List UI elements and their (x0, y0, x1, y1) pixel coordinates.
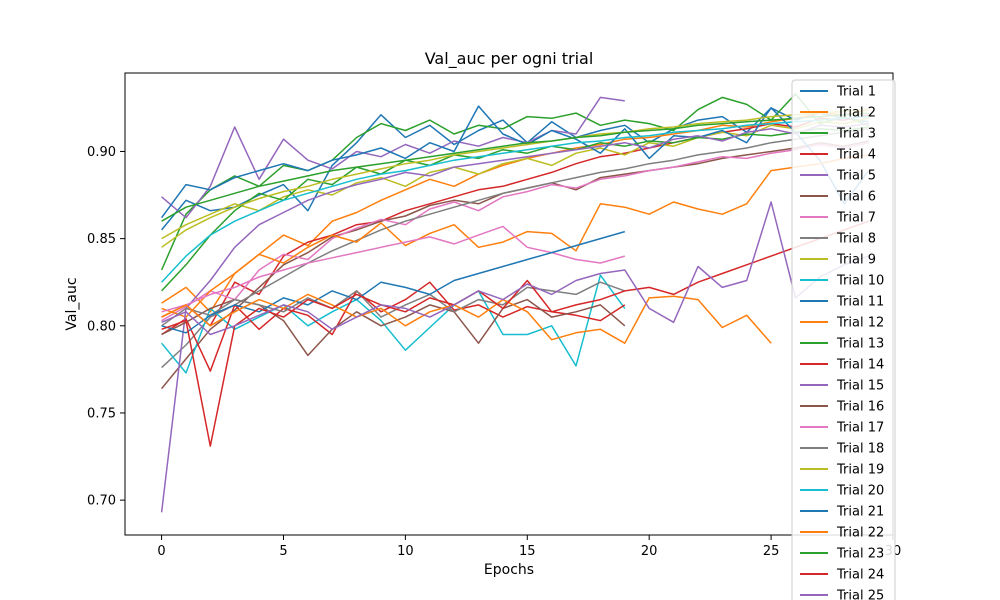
legend-label: Trial 2 (836, 106, 876, 121)
x-tick-label: 15 (519, 544, 536, 559)
series-line-trial-20 (161, 115, 869, 283)
legend-box (791, 79, 896, 600)
legend-label: Trial 22 (836, 526, 884, 541)
x-axis: 051015202530 (157, 535, 901, 559)
x-tick-label: 10 (397, 544, 414, 559)
series-line-trial-18 (161, 281, 626, 327)
y-tick-label: 0.80 (87, 319, 116, 334)
legend-label: Trial 21 (836, 505, 884, 520)
legend-label: Trial 23 (836, 547, 884, 562)
x-axis-title: Epochs (484, 562, 534, 578)
legend-label: Trial 25 (836, 589, 884, 600)
x-tick-label: 0 (157, 544, 165, 559)
series-line-trial-4 (161, 114, 869, 327)
x-tick-label: 20 (641, 544, 658, 559)
legend-label: Trial 24 (836, 568, 884, 583)
y-axis-title: Val_auc (64, 277, 80, 330)
legend-label: Trial 1 (836, 85, 876, 100)
series-line-trial-15 (160, 122, 869, 513)
series-line-trial-21 (161, 230, 626, 334)
plot-area (160, 93, 870, 513)
series-line-trial-24 (161, 220, 869, 447)
legend-label: Trial 14 (836, 358, 884, 373)
legend-label: Trial 13 (836, 337, 884, 352)
legend-label: Trial 16 (836, 400, 884, 415)
series-line-trial-8 (161, 128, 869, 369)
legend-label: Trial 12 (836, 316, 884, 331)
chart-title: Val_auc per ogni trial (425, 49, 594, 69)
legend-label: Trial 7 (836, 211, 876, 226)
legend-label: Trial 8 (836, 232, 876, 247)
legend-label: Trial 9 (836, 253, 876, 268)
legend: Trial 1 Trial 2 Trial 3 Trial 4 Trial 5 Trial… (791, 79, 896, 600)
series-line-trial-25 (161, 201, 869, 336)
series-line-trial-23 (161, 112, 869, 222)
series-line-trial-22 (161, 293, 772, 344)
series-line-trial-5 (161, 96, 625, 219)
series-line-trial-19 (161, 108, 869, 248)
legend-label: Trial 15 (836, 379, 884, 394)
legend-label: Trial 6 (836, 190, 876, 205)
y-tick-label: 0.75 (87, 406, 116, 421)
series-line-trial-7 (161, 141, 869, 322)
legend-label: Trial 10 (836, 274, 884, 289)
legend-label: Trial 5 (836, 169, 876, 184)
y-tick-label: 0.90 (87, 145, 116, 160)
y-axis: 0.70 0.75 0.80 0.85 0.90 (87, 145, 125, 509)
series-line-trial-2 (161, 108, 869, 313)
x-tick-label: 5 (279, 544, 287, 559)
legend-label: Trial 20 (836, 484, 884, 499)
legend-label: Trial 3 (836, 127, 876, 142)
y-tick-label: 0.70 (87, 494, 116, 509)
legend-label: Trial 11 (836, 295, 884, 310)
legend-label: Trial 18 (836, 442, 884, 457)
legend-label: Trial 19 (836, 463, 884, 478)
series-line-trial-10 (161, 274, 626, 374)
y-tick-label: 0.85 (87, 232, 116, 247)
legend-label: Trial 4 (836, 148, 876, 163)
series-line-trial-3 (160, 93, 869, 271)
x-tick-label: 25 (763, 544, 780, 559)
series-line-trial-11 (160, 105, 870, 219)
series-line-trial-17 (161, 225, 626, 313)
legend-label: Trial 17 (836, 421, 884, 436)
